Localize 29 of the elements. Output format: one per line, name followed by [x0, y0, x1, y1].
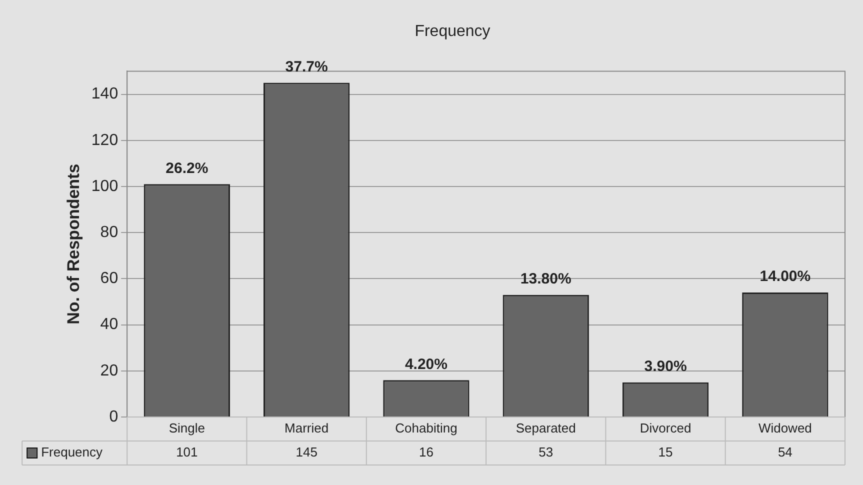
data-label: 54 — [778, 444, 792, 460]
y-axis-title: No. of Respondents — [64, 164, 83, 324]
annotation: 13.80% — [520, 270, 572, 288]
annotation: 14.00% — [760, 268, 811, 286]
x-tick-label: Widowed — [758, 420, 812, 436]
x-tick-label: Cohabiting — [395, 420, 458, 436]
x-tick-label: Separated — [516, 420, 576, 436]
data-label: 15 — [658, 444, 673, 460]
x-tick-label: Married — [284, 420, 329, 436]
y-tick-label: 140 — [91, 86, 118, 103]
y-tick-label: 40 — [100, 316, 118, 334]
y-tick-label: 120 — [91, 132, 118, 149]
y-tick-label: 20 — [100, 362, 118, 380]
x-tick-label: Divorced — [640, 420, 692, 436]
data-label: 101 — [176, 444, 198, 460]
x-tick-label: Single — [168, 420, 205, 436]
y-tick-label: 60 — [100, 270, 118, 288]
annotation: 3.90% — [644, 358, 687, 376]
y-tick-label: 0 — [109, 408, 118, 426]
legend-label: Frequency — [41, 444, 104, 460]
data-label: 145 — [296, 444, 318, 460]
data-label: 53 — [538, 444, 554, 460]
annotation: 26.2% — [166, 160, 208, 177]
data-label: 16 — [418, 444, 434, 460]
y-tick-label: 80 — [100, 224, 118, 241]
annotation: 4.20% — [404, 356, 448, 373]
chart-title: Frequency — [414, 23, 490, 40]
annotation: 37.7% — [285, 58, 328, 76]
y-tick-label: 100 — [91, 178, 118, 195]
